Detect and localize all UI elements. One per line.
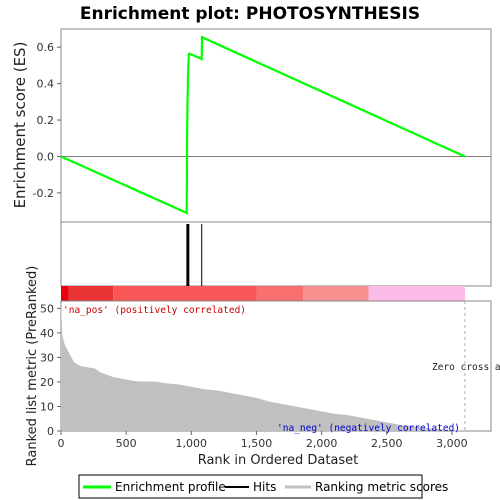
enrichment-profile-line bbox=[60, 35, 466, 215]
positive-correlation-annotation: 'na_pos' (positively correlated) bbox=[63, 305, 246, 316]
hits-panel-frame bbox=[60, 221, 492, 287]
metric-xtick-label: 0 bbox=[58, 437, 65, 450]
metric-xtick-label: 500 bbox=[116, 437, 137, 450]
es-panel-frame bbox=[60, 28, 492, 223]
es-y-axis-label: Enrichment score (ES) bbox=[11, 42, 29, 209]
legend-hits-label: Hits bbox=[253, 480, 276, 494]
metric-ytick-label: 20 bbox=[40, 376, 54, 389]
metric-y-axis-label: Ranked list metric (PreRanked) bbox=[25, 266, 40, 467]
metric-ytick-label: 10 bbox=[40, 400, 54, 413]
es-ytick-label: 0.2 bbox=[37, 114, 55, 127]
zero-cross-annotation: Zero cross at 3 bbox=[432, 362, 500, 373]
rank-bar-segment bbox=[68, 286, 114, 301]
rank-bar-segment bbox=[113, 286, 257, 301]
legend-metric-label: Ranking metric scores bbox=[315, 480, 448, 494]
rank-bar-segment bbox=[368, 286, 465, 301]
metric-x-axis-label: Rank in Ordered Dataset bbox=[198, 453, 359, 468]
hits-panel bbox=[60, 221, 492, 287]
rank-bar-segment bbox=[256, 286, 304, 301]
metric-panel: 0 10 20 30 40 50 0 500 1,000 1,500 2,000 2,500 3,00… bbox=[25, 266, 500, 468]
legend: Enrichment profile Hits Ranking metric s… bbox=[78, 474, 448, 499]
metric-xtick-label: 2,000 bbox=[306, 437, 338, 450]
metric-xtick-label: 1,500 bbox=[241, 437, 273, 450]
negative-correlation-annotation: 'na_neg' (negatively correlated) bbox=[277, 423, 460, 434]
rank-bar-segment bbox=[303, 286, 369, 301]
metric-ytick-label: 40 bbox=[40, 327, 54, 340]
ranking-metric-area bbox=[61, 301, 465, 431]
chart-title: Enrichment plot: PHOTOSYNTHESIS bbox=[80, 4, 420, 24]
es-ytick-label: 0.6 bbox=[37, 41, 55, 54]
metric-xtick-label: 2,500 bbox=[371, 437, 403, 450]
metric-xtick-label: 3,000 bbox=[436, 437, 468, 450]
es-ytick-label: 0.4 bbox=[37, 78, 55, 91]
rank-color-bar bbox=[61, 286, 465, 301]
metric-ytick-label: 30 bbox=[40, 351, 54, 364]
es-ytick-label: -0.2 bbox=[33, 187, 54, 200]
metric-ytick-label: 0 bbox=[47, 425, 54, 438]
metric-ytick-label: 50 bbox=[40, 302, 54, 315]
rank-bar-segment bbox=[61, 286, 69, 301]
legend-frame bbox=[78, 474, 423, 499]
legend-enrichment-label: Enrichment profile bbox=[115, 480, 226, 494]
es-ytick-label: 0.0 bbox=[37, 150, 55, 163]
es-panel: -0.2 0.0 0.2 0.4 0.6 Enrichment score (ES) bbox=[11, 28, 492, 223]
metric-xtick-label: 1,000 bbox=[176, 437, 208, 450]
